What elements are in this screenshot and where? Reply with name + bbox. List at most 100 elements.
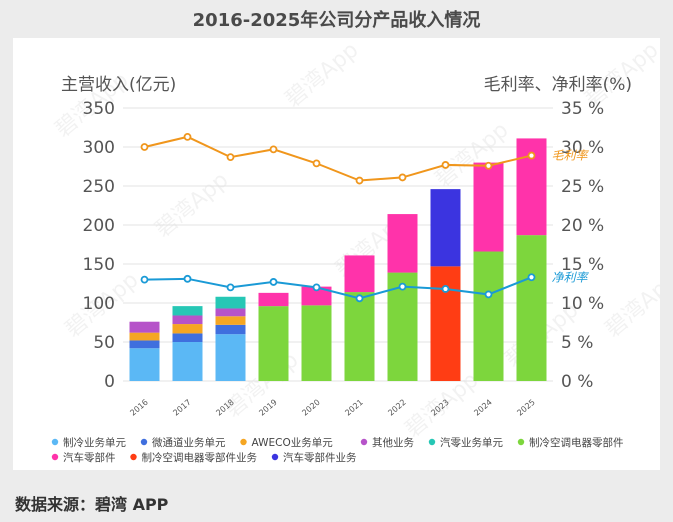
y-tick-label-right: 15 %: [561, 255, 604, 275]
legend-label: 制冷空调电器零部件业务: [142, 451, 258, 464]
y-tick-label-left: 0: [104, 372, 115, 392]
line-point: [398, 173, 407, 182]
y-tick-label-left: 350: [83, 99, 115, 119]
bar-segment: [215, 316, 246, 325]
line-series: [144, 276, 532, 300]
chart-svg: 碧湾App碧湾App碧湾App碧湾App碧湾App碧湾App碧湾App碧湾App…: [51, 38, 660, 464]
legend-label: 汽车零部件业务: [283, 451, 357, 464]
line-point: [312, 159, 321, 168]
bar-segment: [301, 286, 332, 306]
line-point: [441, 285, 450, 293]
line-point: [183, 274, 192, 283]
watermark-text: 碧湾App: [151, 168, 234, 243]
line-point: [140, 275, 149, 284]
bar-segment: [473, 162, 504, 252]
legend-label: 制冷空调电器零部件: [529, 436, 624, 449]
y-tick-label-right: 5 %: [561, 333, 593, 353]
legend-label: 汽车零部件: [63, 451, 116, 464]
source-note: 数据来源：碧湾 APP: [15, 495, 169, 514]
line-point: [269, 278, 278, 286]
bar-segment: [430, 189, 461, 267]
bar-segment: [172, 306, 203, 316]
legend-marker: [140, 438, 148, 446]
bar-segment: [215, 308, 246, 317]
bar-segment: [258, 292, 289, 307]
legend-label: 微通道业务单元: [152, 436, 226, 449]
bar-segment: [258, 306, 289, 381]
legend-label: 其他业务: [372, 436, 414, 449]
bar-segment: [387, 214, 418, 273]
y-tick-label-right: 10 %: [561, 294, 604, 314]
watermark-text: 碧湾App: [281, 38, 364, 113]
line-point: [226, 153, 235, 162]
y-axis-right-title: 毛利率、净利率(%): [484, 75, 632, 95]
bar-segment: [172, 342, 203, 381]
y-tick-label-left: 100: [83, 294, 115, 314]
bar-segment: [387, 272, 418, 381]
legend-label: AWECO业务单元: [252, 436, 334, 449]
bar-segment: [215, 324, 246, 335]
y-tick-label-left: 50: [93, 333, 115, 353]
legend-marker: [428, 438, 436, 446]
y-tick-label-right: 35 %: [561, 99, 604, 119]
legend-marker: [360, 438, 368, 446]
line-point: [527, 151, 536, 160]
bar-segment: [172, 315, 203, 325]
bar-segment: [129, 348, 160, 381]
legend-marker: [240, 438, 247, 446]
line-end-label: 毛利率: [552, 149, 590, 163]
line-point: [441, 161, 450, 169]
x-tick-label: 2022: [386, 398, 407, 418]
y-axis-left-title: 主营收入(亿元): [61, 75, 176, 95]
y-tick-label-right: 30 %: [561, 138, 604, 158]
x-tick-label: 2021: [343, 398, 364, 418]
bar-segment: [129, 332, 160, 341]
legend-label: 汽零业务单元: [440, 436, 503, 449]
bar-segment: [344, 255, 375, 293]
line-point: [355, 176, 364, 185]
bar-segment: [516, 235, 547, 381]
line-end-label: 净利率: [552, 270, 590, 284]
bar-segment: [172, 324, 203, 334]
bar-segment: [344, 292, 375, 381]
y-tick-label-right: 25 %: [561, 177, 604, 197]
bar-segment: [430, 266, 461, 381]
line-point: [484, 290, 493, 299]
line-point: [484, 161, 493, 170]
x-tick-label: 2017: [171, 398, 192, 418]
bar-segment: [129, 340, 160, 349]
line-point: [269, 145, 278, 154]
line-point: [226, 283, 235, 292]
x-tick-label: 2020: [300, 398, 321, 418]
line-point: [312, 283, 321, 292]
legend-marker: [51, 453, 59, 461]
line-point: [398, 282, 407, 291]
x-tick-label: 2025: [515, 398, 536, 418]
x-tick-label: 2016: [128, 398, 149, 418]
legend-marker: [51, 438, 59, 446]
chart-panel: 碧湾App 碧湾App 碧湾App 碧湾App 碧湾App 碧湾App 碧湾App 碧湾App…: [13, 38, 660, 470]
x-tick-label: 2024: [472, 398, 493, 418]
y-tick-label-left: 200: [83, 216, 115, 236]
line-point: [527, 273, 536, 282]
y-tick-label-right: 0 %: [561, 372, 593, 392]
legend-marker: [130, 453, 137, 461]
bar-segment: [301, 305, 332, 381]
line-series: [144, 135, 532, 182]
bar-segment: [215, 296, 246, 309]
y-tick-label-left: 250: [83, 177, 115, 197]
chart-title: 2016-2025年公司分产品收入情况: [192, 10, 481, 31]
y-tick-label-left: 150: [83, 255, 115, 275]
line-point: [140, 143, 149, 151]
line-point: [183, 132, 192, 141]
bar-segment: [215, 334, 246, 381]
y-tick-label-right: 20 %: [561, 216, 604, 236]
bar-segment: [473, 251, 504, 381]
watermark-text: 碧湾App: [601, 268, 660, 343]
y-tick-label-left: 300: [83, 138, 115, 158]
legend-marker: [517, 438, 525, 446]
bar-segment: [172, 333, 203, 342]
bar-segment: [129, 321, 160, 333]
line-point: [355, 294, 364, 303]
legend-label: 制冷业务单元: [63, 436, 126, 449]
